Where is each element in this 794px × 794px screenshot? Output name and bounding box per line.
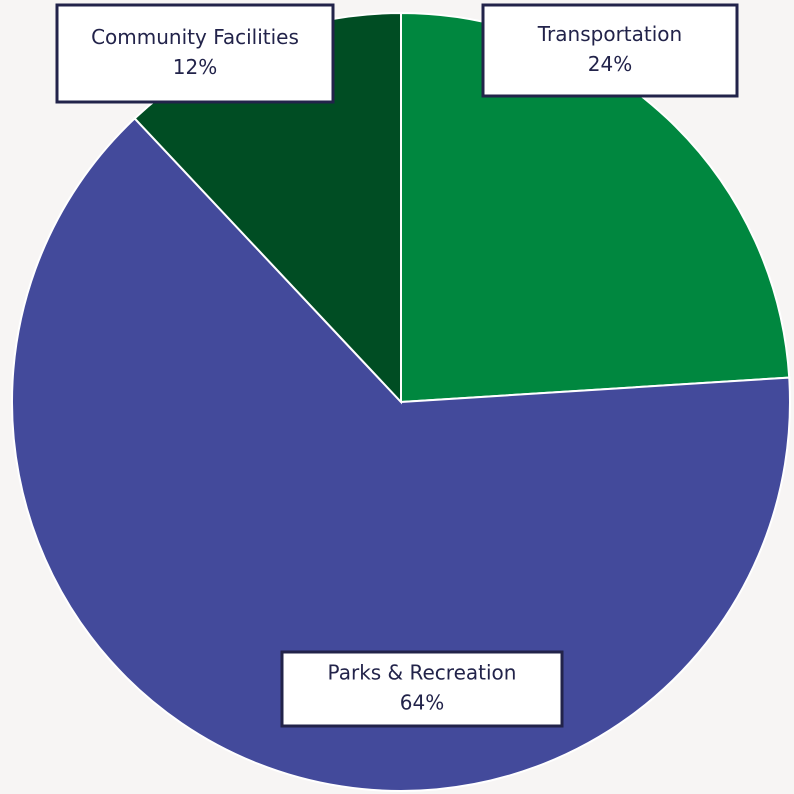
value-label: 12% xyxy=(173,55,217,79)
label-box xyxy=(481,3,739,98)
value-label: 24% xyxy=(588,52,632,76)
category-label: Parks & Recreation xyxy=(328,661,517,685)
category-label: Community Facilities xyxy=(91,25,299,49)
label-box xyxy=(55,3,335,104)
value-label: 64% xyxy=(400,691,444,715)
pie-slice xyxy=(400,11,791,404)
label-box xyxy=(280,650,564,728)
category-label: Transportation xyxy=(537,22,682,46)
pie-slice xyxy=(11,117,791,792)
